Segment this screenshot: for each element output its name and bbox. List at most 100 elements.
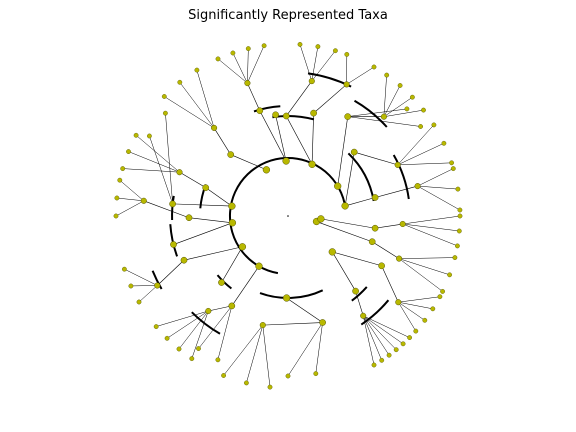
tree-edge xyxy=(247,82,261,111)
leaf-edge xyxy=(397,162,452,166)
leaf-edge xyxy=(191,310,209,359)
leaf-node xyxy=(146,133,152,139)
taxon-node xyxy=(282,112,290,120)
tree-edge xyxy=(221,246,243,283)
taxon-node xyxy=(202,184,210,192)
leaf-edge xyxy=(417,185,461,211)
leaf-edge xyxy=(311,50,336,82)
leaf-edge xyxy=(138,285,158,303)
tree-arc xyxy=(360,299,390,326)
leaf-node xyxy=(215,56,221,62)
leaf-node xyxy=(215,357,221,363)
tree-edge xyxy=(230,154,267,171)
leaf-edge xyxy=(149,135,173,204)
leaf-edge xyxy=(363,315,390,356)
leaf-edge xyxy=(383,75,387,117)
tree-arc xyxy=(171,195,175,221)
leaf-node xyxy=(430,306,436,312)
tree-arc xyxy=(191,311,221,335)
leaf-edge xyxy=(363,315,404,345)
tree-edge xyxy=(375,223,403,229)
tree-edge xyxy=(231,266,260,307)
leaf-edge xyxy=(116,197,144,202)
leaf-node xyxy=(297,42,303,47)
tree-edge xyxy=(208,305,232,312)
leaf-node xyxy=(315,44,321,49)
taxon-node xyxy=(352,287,359,295)
leaf-node xyxy=(128,283,134,289)
tree-edge xyxy=(188,217,233,224)
leaf-node xyxy=(379,357,385,363)
leaf-node xyxy=(437,294,443,300)
leaf-node xyxy=(457,207,463,213)
leaf-node xyxy=(153,324,159,329)
leaf-edge xyxy=(362,315,382,361)
leaf-node xyxy=(386,352,392,358)
tree-edge xyxy=(374,185,418,198)
leaf-edge xyxy=(217,305,233,360)
taxon-node xyxy=(170,241,177,248)
leaf-node xyxy=(161,94,167,99)
leaf-edge xyxy=(402,223,458,247)
taxon-node xyxy=(228,202,236,210)
tree-edge xyxy=(172,203,232,207)
leaf-node xyxy=(422,317,428,323)
taxon-node xyxy=(282,157,290,165)
leaf-edge xyxy=(115,200,144,217)
leaf-edge xyxy=(347,116,421,127)
tree-edge xyxy=(355,290,364,316)
leaf-node xyxy=(221,373,227,378)
leaf-node xyxy=(245,46,251,51)
taxon-node xyxy=(218,279,225,286)
leaf-node xyxy=(196,346,201,351)
tree-edge xyxy=(345,197,376,207)
leaf-edge xyxy=(246,325,264,383)
leaf-edge xyxy=(347,108,407,117)
taxon-node xyxy=(308,78,315,85)
leaf-node xyxy=(450,166,456,172)
leaf-node xyxy=(162,110,168,116)
tree-edge xyxy=(337,116,349,187)
leaf-edge xyxy=(247,48,249,84)
tree-edge xyxy=(213,127,231,155)
leaf-edge xyxy=(166,310,209,339)
leaf-edge xyxy=(399,257,455,259)
leaf-edge xyxy=(397,124,435,166)
leaf-node xyxy=(332,48,338,54)
taxon-node xyxy=(262,166,271,174)
taxon-node xyxy=(399,220,406,228)
leaf-node xyxy=(177,79,183,85)
leaf-edge xyxy=(156,310,209,327)
leaf-edge xyxy=(135,135,180,173)
tree-edge xyxy=(286,80,313,117)
leaf-node xyxy=(407,335,412,340)
leaf-edge xyxy=(398,302,417,332)
leaf-node xyxy=(120,166,126,172)
leaf-node xyxy=(452,255,458,261)
leaf-node xyxy=(285,373,291,379)
tree-arc xyxy=(272,114,315,121)
leaf-node xyxy=(114,195,120,201)
leaf-node xyxy=(421,107,426,113)
tree-edge xyxy=(332,251,356,292)
leaf-edge xyxy=(262,325,271,388)
leaf-node xyxy=(409,94,415,100)
leaf-edge xyxy=(287,322,323,377)
leaf-node xyxy=(267,384,273,390)
taxon-node xyxy=(368,238,376,246)
leaf-edge xyxy=(299,44,313,82)
leaf-edge xyxy=(164,96,215,129)
taxon-node xyxy=(211,124,218,131)
leaf-edge xyxy=(402,223,460,232)
taxon-node xyxy=(334,182,342,190)
leaf-edge xyxy=(402,215,461,225)
leaf-node xyxy=(457,213,463,219)
leaf-edge xyxy=(232,52,248,84)
tree-edge xyxy=(259,110,287,162)
figure-title: Significantly Represented Taxa xyxy=(188,8,388,23)
tree-edge xyxy=(311,113,314,165)
tree-arc xyxy=(253,105,281,113)
leaf-edge xyxy=(247,45,265,84)
tree-edge xyxy=(285,115,313,165)
taxon-node xyxy=(371,194,379,201)
